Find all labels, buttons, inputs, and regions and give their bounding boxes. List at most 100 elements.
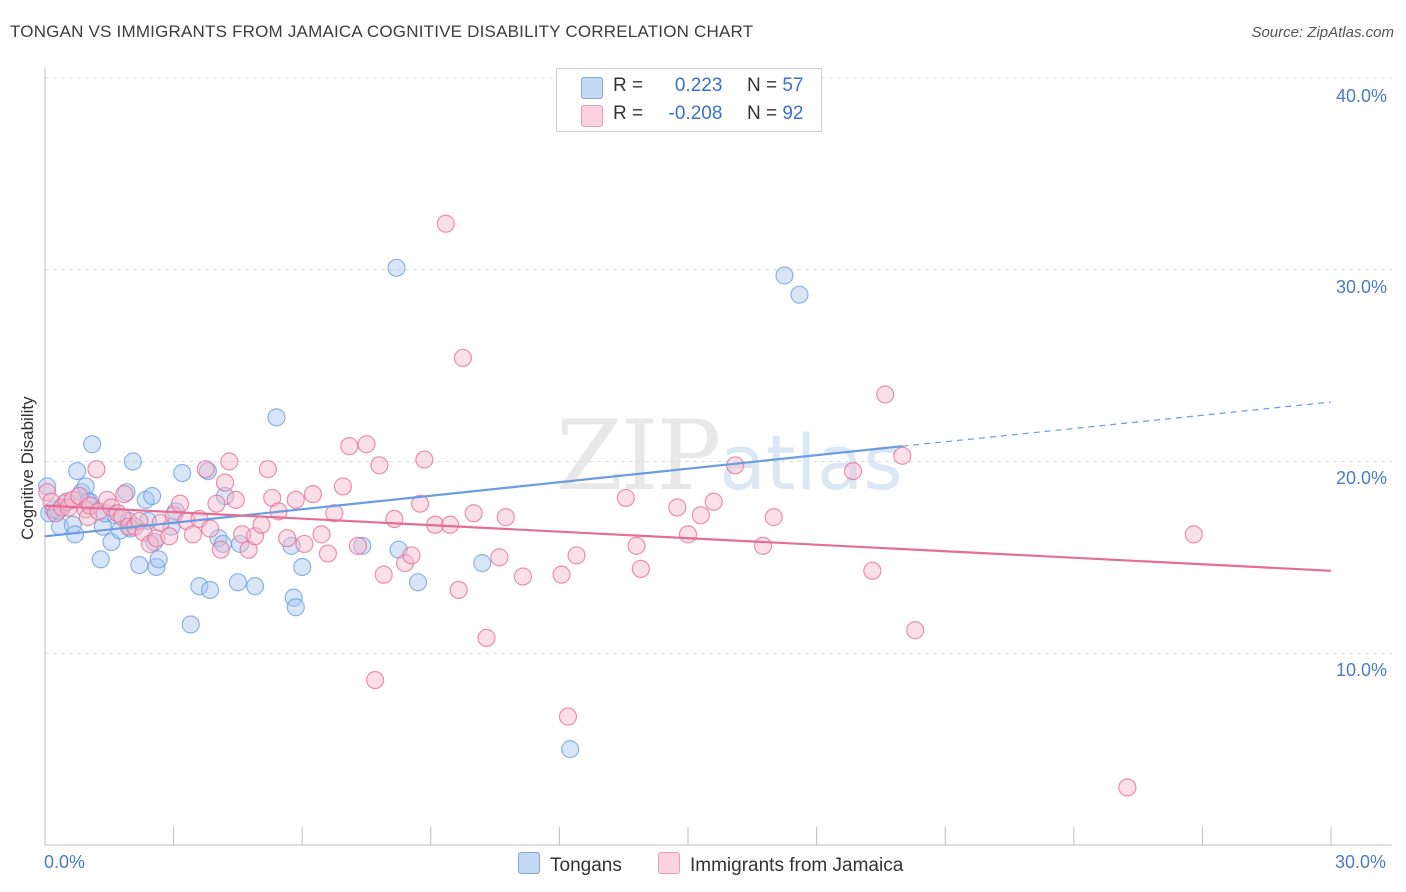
jamaica-point: [567, 546, 586, 565]
tongans-point: [91, 550, 110, 569]
jamaica-point: [226, 490, 245, 509]
y-tick-40: 40.0%: [1336, 86, 1388, 106]
tongans-point: [68, 461, 87, 481]
jamaica-point: [196, 460, 215, 479]
tongans-point: [83, 435, 102, 454]
jamaica-point: [333, 477, 353, 496]
jamaica-point: [764, 508, 783, 527]
jamaica-point: [691, 506, 710, 525]
legend-swatch-tongans: [581, 77, 603, 99]
tongans-point: [775, 266, 794, 285]
jamaica-point: [170, 494, 190, 513]
tongans-point: [387, 258, 406, 277]
tongans-point: [561, 740, 580, 759]
tongans-trend-extension: [902, 401, 1332, 447]
tongans-point: [181, 615, 200, 634]
jamaica-point: [631, 559, 650, 578]
jamaica-point: [415, 450, 434, 469]
jamaica-point: [295, 534, 314, 554]
tongans-point: [408, 573, 428, 592]
bottom-legend-label-tongans: Tongans: [550, 855, 622, 876]
jamaica-point: [863, 561, 882, 580]
jamaica-point: [464, 504, 483, 523]
tongans-point: [267, 408, 286, 427]
jamaica-point: [1184, 525, 1203, 544]
tongans-point: [245, 577, 265, 596]
jamaica-point: [340, 437, 359, 456]
jamaica-point: [318, 544, 338, 563]
jamaica-point: [490, 548, 509, 567]
x-tick-0: 0.0%: [44, 852, 86, 872]
jamaica-point: [160, 527, 179, 546]
jamaica-point: [893, 446, 912, 465]
bottom-legend-swatch-jamaica: [658, 852, 680, 874]
jamaica-point: [183, 525, 202, 544]
jamaica-point: [843, 461, 863, 481]
jamaica-point: [753, 536, 773, 555]
tongans-point: [293, 557, 312, 577]
watermark-zip: ZIP: [556, 400, 721, 512]
jamaica-point: [513, 567, 533, 586]
jamaica-point: [374, 565, 393, 584]
tongans-point: [200, 580, 220, 600]
jamaica-point: [312, 525, 331, 544]
tongans-point: [143, 486, 162, 506]
y-axis-label: Cognitive Disability: [18, 396, 37, 540]
jamaica-point: [278, 529, 297, 548]
tongans-point: [123, 452, 142, 471]
chart-source: Source: ZipAtlas.com: [1251, 24, 1394, 41]
tongans-point: [473, 554, 492, 573]
jamaica-point: [211, 540, 230, 559]
y-tick-20: 20.0%: [1336, 468, 1388, 488]
jamaica-point: [303, 484, 323, 504]
legend-n-value: 57: [782, 75, 804, 96]
jamaica-point: [385, 509, 404, 529]
jamaica-trend-line: [44, 504, 1332, 572]
x-tick-30: 30.0%: [1335, 852, 1387, 872]
tongans-point: [190, 577, 209, 596]
jamaica-point: [87, 460, 106, 479]
tongans-point: [228, 573, 247, 592]
jamaica-point: [627, 536, 646, 555]
jamaica-point: [449, 580, 468, 600]
legend-r-value: 0.223: [674, 75, 723, 96]
jamaica-point: [1118, 778, 1137, 797]
jamaica-point: [558, 707, 578, 726]
bottom-legend-swatch-tongans: [518, 852, 540, 874]
bottom-legend-label-jamaica: Immigrants from Jamaica: [690, 855, 904, 876]
jamaica-point: [207, 494, 226, 513]
tongans-point: [353, 536, 372, 555]
legend-n-label: N =: [746, 75, 778, 96]
jamaica-point: [365, 670, 385, 690]
bottom-legend-jamaica: Immigrants from Jamaica: [658, 852, 903, 877]
jamaica-point: [258, 460, 278, 479]
chart-title: TONGAN VS IMMIGRANTS FROM JAMAICA COGNIT…: [10, 22, 754, 41]
legend-n-label: N =: [746, 103, 778, 124]
legend-swatch-jamaica: [581, 105, 603, 127]
jamaica-point: [402, 546, 421, 565]
tongans-point: [130, 555, 149, 575]
jamaica-point: [552, 565, 571, 584]
jamaica-point: [220, 452, 239, 471]
jamaica-point: [286, 490, 305, 509]
legend-r-label: R =: [613, 103, 644, 124]
jamaica-point: [477, 628, 496, 648]
y-tick-10: 10.0%: [1336, 660, 1388, 680]
jamaica-point: [115, 484, 134, 504]
legend-r-label: R =: [613, 75, 644, 96]
jamaica-point: [616, 488, 635, 508]
jamaica-point: [668, 498, 687, 517]
jamaica-point: [357, 435, 376, 454]
jamaica-point: [348, 536, 368, 555]
y-tick-30: 30.0%: [1336, 277, 1388, 297]
jamaica-point: [252, 515, 271, 534]
tongans-trend-line: [44, 445, 903, 538]
jamaica-point: [245, 527, 265, 546]
bottom-legend-tongans: Tongans: [518, 852, 622, 877]
jamaica-point: [876, 385, 895, 404]
jamaica-point: [370, 456, 389, 475]
watermark: ZIPatlas: [556, 400, 903, 512]
legend-n-value: 92: [782, 103, 804, 124]
jamaica-point: [410, 494, 430, 513]
